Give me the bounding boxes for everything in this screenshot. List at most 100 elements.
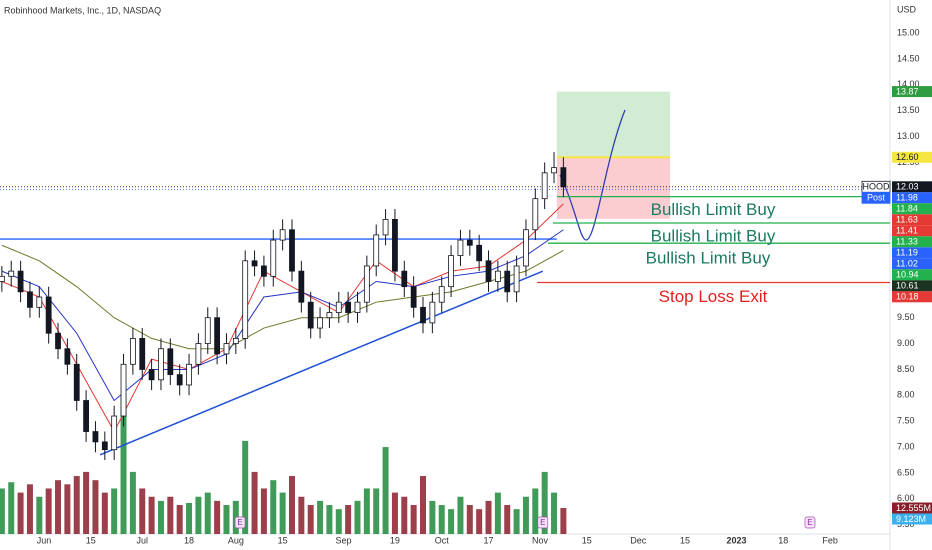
volume-bar (101, 492, 108, 534)
volume-bar (560, 508, 567, 534)
candle-body (111, 415, 118, 451)
y-tick-label: 14.00 (897, 79, 920, 89)
candle-body (64, 348, 71, 365)
volume-bar (373, 488, 380, 534)
volume-bar (26, 484, 33, 534)
candle-body (298, 270, 305, 303)
price-badge-label: 12.60 (896, 152, 919, 162)
price-badge (892, 247, 932, 259)
volume-bar (55, 480, 62, 534)
candle-body (373, 234, 380, 267)
earnings-marker (234, 516, 246, 529)
y-tick-label: 8.50 (897, 364, 915, 374)
volume-bar (513, 509, 520, 534)
x-tick-label: Dec (630, 535, 647, 545)
volume-bar (354, 500, 361, 534)
price-badge (892, 236, 932, 248)
moving-average (1, 244, 564, 350)
price-badge (892, 192, 932, 204)
candle-body (438, 286, 445, 303)
volume-bar (429, 500, 436, 534)
candle-body (289, 229, 295, 272)
volume-bar (485, 500, 492, 534)
volume-bar (8, 482, 15, 534)
candle-body (335, 301, 342, 313)
candle-body (326, 312, 333, 319)
price-badge (892, 269, 932, 281)
volume-bar (279, 492, 286, 534)
volume-bar (391, 492, 398, 534)
candle-body (27, 291, 33, 308)
candle-body (8, 270, 15, 277)
volume-bar (223, 505, 230, 534)
candle-body (345, 301, 352, 313)
ticker-tag-label: Post (867, 193, 886, 203)
price-badge (892, 86, 932, 98)
x-tick-label: 18 (778, 535, 788, 545)
price-badge-label: 10.61 (896, 281, 919, 291)
candle-body (176, 374, 183, 386)
candle-body (541, 172, 548, 200)
candle-body (204, 317, 211, 344)
candle-body (55, 332, 61, 350)
earnings-marker (537, 516, 549, 529)
candle-body (401, 270, 408, 288)
price-badge-label: 10.18 (896, 292, 919, 302)
candle-body (523, 229, 529, 267)
chart-title: Robinhood Markets, Inc., 1D, NASDAQ (4, 5, 161, 15)
volume-bar (522, 496, 529, 534)
x-tick-label: 15 (582, 535, 592, 545)
volume-bar (466, 505, 473, 534)
candle-body (457, 239, 464, 257)
volume-bar (120, 395, 127, 534)
volume-bar (148, 496, 155, 534)
volume-bar (204, 492, 211, 534)
volume-bar (270, 480, 277, 534)
candle-body (120, 363, 127, 417)
candle-body (532, 198, 539, 231)
price-badge (892, 214, 932, 226)
candle-body (466, 239, 473, 246)
y-tick-label: 14.50 (897, 53, 920, 63)
candle-body (485, 260, 492, 282)
candle-body (494, 270, 501, 282)
candle-body (420, 306, 426, 324)
volume-bar (17, 492, 24, 534)
volume-bar (176, 505, 183, 534)
earnings-label: E (237, 518, 242, 527)
volume-bar (307, 505, 314, 534)
y-tick-label: 13.50 (897, 105, 920, 115)
candle-body (429, 301, 436, 324)
candle-body (551, 167, 557, 174)
annotation: Bullish Limit Buy (651, 227, 776, 246)
candle-body (17, 270, 24, 293)
volume-bar (139, 488, 146, 534)
volume-bar (401, 496, 408, 534)
y-tick-label: 7.50 (897, 416, 915, 426)
volume-bar (167, 496, 174, 534)
price-badge-label: 11.19 (896, 248, 918, 258)
volume-bar (298, 496, 305, 534)
candle-body (158, 348, 164, 381)
price-badge (892, 181, 932, 193)
candle-body (382, 218, 389, 236)
candle-body (167, 348, 174, 376)
volume-bar (532, 488, 539, 534)
volume-bar (504, 505, 511, 534)
y-tick-label: 9.00 (897, 338, 915, 348)
price-badge-label: 11.98 (896, 193, 918, 203)
ticker-tag (861, 191, 891, 204)
candle-body (251, 260, 258, 267)
volume-bar (157, 500, 164, 534)
candle-body (307, 301, 314, 329)
x-tick-label: 18 (184, 535, 194, 545)
volume-bar (288, 476, 295, 534)
volume-bar (64, 484, 71, 534)
volume-bar (326, 505, 333, 534)
candle-body (513, 265, 520, 293)
moving-average (1, 203, 564, 433)
volume-bar (457, 496, 464, 534)
candle-body (317, 317, 323, 329)
projection-curve (559, 109, 626, 241)
